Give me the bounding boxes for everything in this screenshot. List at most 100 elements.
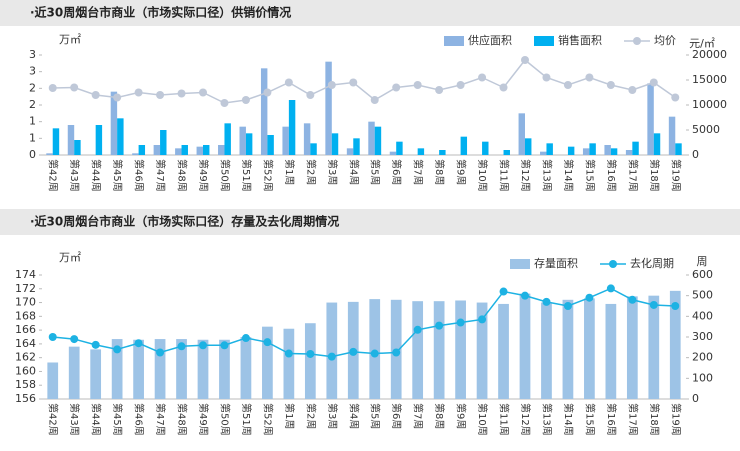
line-marker bbox=[585, 73, 594, 82]
line-marker bbox=[113, 93, 122, 102]
y-tick-label: 3 bbox=[29, 65, 36, 78]
y2-tick-label: 0 bbox=[692, 148, 699, 161]
bar bbox=[218, 145, 225, 155]
x-tick-label: 第17周 bbox=[626, 159, 639, 192]
line-marker bbox=[392, 348, 401, 357]
x-tick-label: 第13周 bbox=[540, 159, 553, 192]
line-marker bbox=[220, 341, 229, 350]
x-tick-label: 第12周 bbox=[519, 403, 532, 436]
line-marker bbox=[199, 88, 207, 97]
line-marker bbox=[413, 81, 422, 89]
x-tick-label: 第7周 bbox=[412, 403, 425, 429]
x-tick-label: 第49周 bbox=[197, 403, 210, 436]
y2-tick-label: 300 bbox=[692, 330, 713, 343]
bar bbox=[267, 135, 274, 155]
bar bbox=[669, 290, 681, 399]
bar bbox=[304, 323, 316, 399]
y-tick-label: 1 bbox=[29, 115, 36, 128]
y-tick-label: 3 bbox=[29, 48, 36, 61]
line-marker bbox=[521, 291, 529, 300]
x-tick-label: 第19周 bbox=[669, 403, 682, 436]
line-marker bbox=[113, 345, 122, 354]
bar bbox=[74, 140, 81, 155]
bar bbox=[283, 328, 295, 399]
x-tick-label: 第12周 bbox=[519, 159, 532, 192]
line-marker bbox=[478, 315, 487, 324]
x-tick-label: 第45周 bbox=[111, 403, 124, 436]
line-marker bbox=[327, 81, 336, 89]
y2-tick-label: 0 bbox=[692, 392, 699, 405]
line-marker bbox=[370, 349, 379, 358]
bar bbox=[176, 339, 187, 399]
line-marker bbox=[199, 341, 207, 350]
line-marker bbox=[177, 342, 186, 351]
bar bbox=[518, 113, 525, 155]
line-marker bbox=[91, 91, 100, 99]
y-tick-label: 168 bbox=[15, 309, 36, 322]
x-tick-label: 第46周 bbox=[133, 159, 146, 192]
y2-tick-label: 10000 bbox=[692, 98, 727, 111]
line-marker bbox=[241, 334, 250, 343]
legend-swatch bbox=[609, 260, 617, 268]
y-tick-label: 162 bbox=[15, 351, 36, 364]
bar bbox=[503, 150, 510, 155]
x-tick-label: 第2周 bbox=[304, 159, 317, 185]
bar bbox=[389, 151, 397, 155]
x-tick-label: 第43周 bbox=[68, 403, 81, 436]
x-tick-label: 第3周 bbox=[326, 403, 339, 429]
x-tick-label: 第4周 bbox=[347, 403, 360, 429]
bar bbox=[412, 301, 424, 399]
line-marker bbox=[306, 91, 315, 99]
bar bbox=[219, 339, 230, 399]
x-tick-label: 第14周 bbox=[562, 403, 575, 436]
line-marker bbox=[392, 83, 401, 92]
x-tick-label: 第13周 bbox=[540, 403, 553, 436]
line bbox=[52, 287, 676, 358]
y2-tick-label: 400 bbox=[692, 309, 713, 322]
x-tick-label: 第48周 bbox=[176, 159, 189, 192]
x-tick-label: 第5周 bbox=[369, 159, 382, 185]
y2-axis-label: 周 bbox=[697, 255, 708, 268]
bar bbox=[282, 126, 289, 155]
bar bbox=[310, 143, 317, 155]
line-marker bbox=[628, 295, 637, 304]
legend-label: 存量面积 bbox=[534, 256, 578, 270]
y-tick-label: 172 bbox=[15, 282, 36, 295]
x-tick-label: 第8周 bbox=[433, 159, 446, 185]
bar bbox=[540, 151, 547, 155]
bar bbox=[154, 339, 166, 399]
bar bbox=[132, 153, 139, 155]
x-tick-label: 第51周 bbox=[240, 403, 253, 436]
x-tick-label: 第43周 bbox=[68, 159, 81, 192]
x-tick-label: 第6周 bbox=[390, 403, 403, 429]
y2-tick-label: 100 bbox=[692, 371, 713, 384]
bar bbox=[111, 339, 123, 399]
bar bbox=[368, 121, 375, 155]
x-tick-label: 第16周 bbox=[605, 159, 618, 192]
x-tick-label: 第52周 bbox=[261, 159, 274, 192]
bar bbox=[584, 298, 595, 399]
bar bbox=[110, 91, 118, 155]
y-tick-label: 2 bbox=[29, 81, 36, 94]
y-tick-label: 158 bbox=[15, 378, 36, 391]
line-marker bbox=[70, 335, 79, 344]
x-tick-label: 第50周 bbox=[218, 159, 231, 192]
bar bbox=[346, 148, 354, 155]
y2-tick-label: 600 bbox=[692, 268, 713, 281]
x-tick-label: 第46周 bbox=[133, 403, 146, 436]
bar bbox=[95, 125, 103, 155]
x-tick-label: 第1周 bbox=[283, 159, 296, 185]
bar bbox=[519, 293, 531, 399]
legend-label: 供应面积 bbox=[468, 33, 512, 47]
x-tick-label: 第49周 bbox=[197, 159, 210, 192]
bar bbox=[175, 148, 182, 155]
x-tick-label: 第14周 bbox=[562, 159, 575, 192]
line-marker bbox=[263, 338, 272, 347]
bar bbox=[197, 339, 209, 399]
bar bbox=[240, 337, 252, 399]
line-marker bbox=[478, 73, 487, 82]
x-tick-label: 第5周 bbox=[369, 403, 382, 429]
line-marker bbox=[585, 293, 594, 302]
x-tick-label: 第15周 bbox=[583, 403, 596, 436]
line-marker bbox=[241, 96, 250, 104]
